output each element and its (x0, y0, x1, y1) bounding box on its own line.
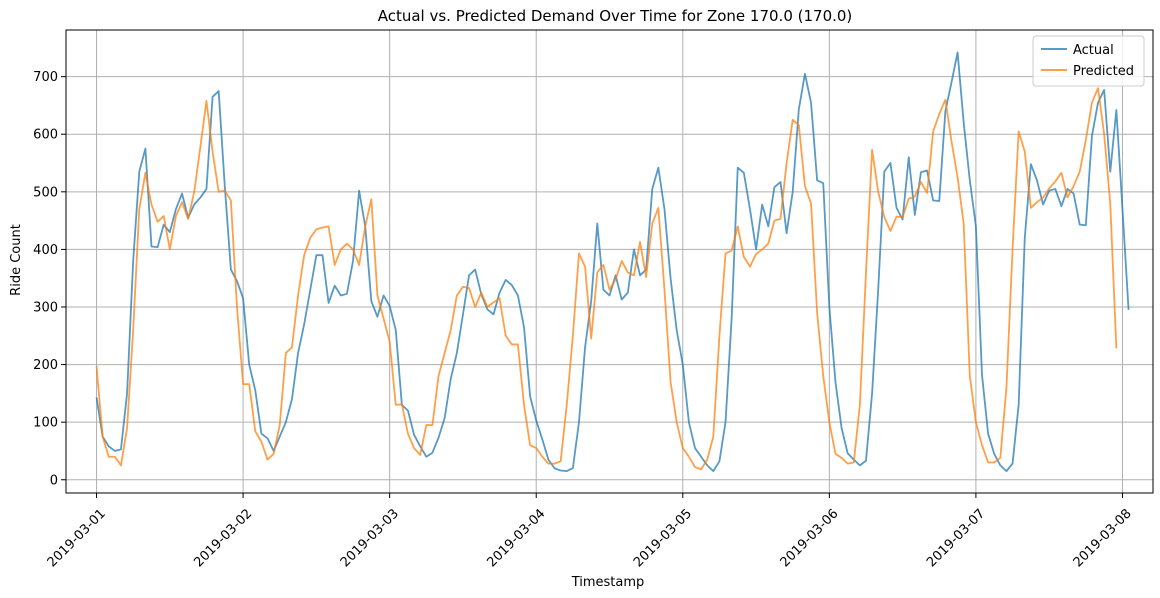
legend-label-actual: Actual (1073, 43, 1114, 58)
series-lines (95, 51, 1130, 473)
legend-label-predicted: Predicted (1073, 64, 1134, 79)
chart-title: Actual vs. Predicted Demand Over Time fo… (378, 7, 853, 25)
y-tick-label: 0 (50, 473, 58, 488)
plot-frame (65, 29, 1154, 494)
y-tick-label: 600 (33, 128, 58, 143)
x-axis-label: Timestamp (571, 575, 645, 590)
y-tick-label: 400 (33, 243, 58, 258)
y-axis-ticks: 0 100 200 300 400 500 600 700 (33, 70, 66, 488)
y-tick-label: 100 (33, 416, 58, 431)
series-line-predicted (95, 87, 1118, 471)
y-tick-label: 300 (33, 300, 58, 315)
y-tick-label: 700 (33, 70, 58, 85)
y-tick-label: 500 (33, 185, 58, 200)
y-tick-label: 200 (33, 358, 58, 373)
legend: Actual Predicted (1032, 35, 1145, 87)
y-axis-label: Ride Count (9, 224, 24, 296)
